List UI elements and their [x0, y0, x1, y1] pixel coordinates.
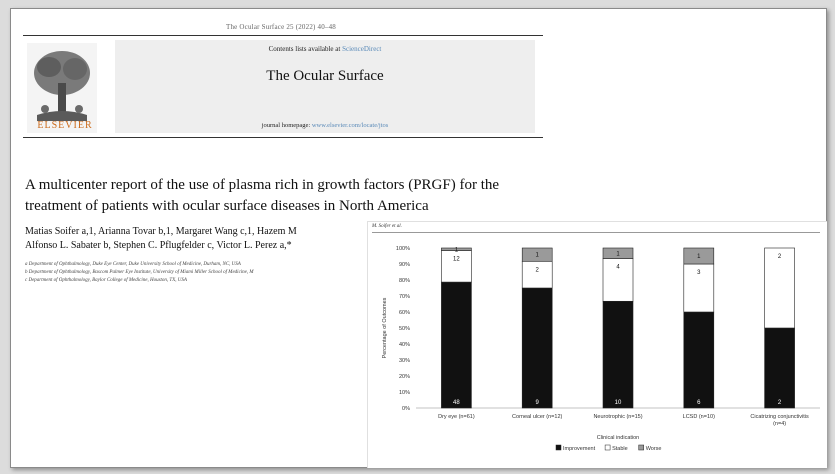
figure-header-rule — [372, 232, 820, 233]
y-tick-label: 40% — [399, 342, 410, 348]
legend-label: Worse — [646, 446, 662, 452]
homepage-link[interactable]: www.elsevier.com/locate/jtos — [311, 122, 389, 129]
affiliations: a Department of Ophthalmology, Duke Eye … — [25, 261, 385, 285]
journal-banner: Contents lists available at ScienceDirec… — [115, 40, 535, 133]
y-tick-label: 0% — [402, 406, 410, 412]
bar-stable — [764, 247, 795, 329]
bar-data-label: 1 — [697, 254, 701, 260]
homepage-prefix: journal homepage: — [261, 122, 312, 129]
legend-swatch — [604, 444, 611, 451]
x-axis-label: Clinical indication — [597, 435, 640, 441]
banner-top-rule — [23, 35, 543, 36]
bar-improvement — [441, 281, 472, 409]
bar-stable — [683, 263, 715, 313]
bar-data-label: 9 — [536, 400, 540, 406]
journal-title: The Ocular Surface — [266, 68, 384, 84]
x-tick-label: Cicatrizing conjunctivitis — [750, 414, 809, 420]
authors-line-2: Alfonso L. Sabater b, Stephen C. Pflugfe… — [25, 240, 292, 251]
y-tick-label: 50% — [399, 326, 410, 332]
y-tick-label: 30% — [399, 358, 410, 364]
bar-worse — [683, 247, 715, 265]
homepage-line: journal homepage: www.elsevier.com/locat… — [115, 122, 535, 129]
x-tick-label: Corneal ulcer (n=12) — [512, 414, 562, 420]
y-tick-label: 80% — [399, 278, 410, 284]
elsevier-tree-logo — [27, 43, 97, 133]
figure-running-header: M. Soifer et al. — [372, 224, 402, 229]
bar-data-label: 12 — [453, 257, 460, 263]
screenshot-frame: The Ocular Surface 25 (2022) 40–48 ELSEV… — [10, 8, 827, 468]
authors-line-1: Matias Soifer a,1, Arianna Tovar b,1, Ma… — [25, 226, 297, 237]
figure-panel: M. Soifer et al. 0% 10% 20% 30% 40% 50% 60% 70%… — [367, 221, 827, 468]
legend-label: Improvement — [563, 446, 596, 452]
contents-line: Contents lists available at ScienceDirec… — [115, 45, 535, 53]
bar-stable — [521, 260, 553, 289]
bar-data-label: 1 — [536, 253, 540, 259]
journal-citation: The Ocular Surface 25 (2022) 40–48 — [225, 23, 337, 31]
paper-page: The Ocular Surface 25 (2022) 40–48 ELSEV… — [11, 9, 827, 468]
legend-label: Stable — [612, 446, 628, 452]
y-tick-label: 10% — [399, 390, 410, 396]
bar-data-label: 6 — [697, 400, 701, 406]
bar-data-label: 2 — [536, 267, 540, 273]
bar-worse — [441, 247, 472, 251]
y-tick-label: 70% — [399, 294, 410, 300]
affiliation-b: b Department of Ophthalmology, Bascom Pa… — [25, 270, 254, 275]
bar-data-label: 1 — [455, 247, 459, 253]
x-tick-label: Neurotrophic (n=15) — [593, 414, 642, 420]
y-axis-label: Percentage of Outcomes — [382, 297, 388, 358]
bar-data-label: 1 — [616, 251, 620, 257]
bar-stable — [441, 250, 472, 283]
x-tick-label: LCSD (n=10) — [683, 414, 715, 420]
bar-data-label: 4 — [616, 265, 620, 271]
bar-data-label: 2 — [778, 254, 782, 260]
bar-data-label: 48 — [453, 400, 460, 406]
legend-swatch — [555, 444, 562, 451]
x-tick-label: (n=4) — [773, 421, 786, 427]
bar-improvement — [764, 327, 795, 409]
bar-data-label: 2 — [778, 400, 782, 406]
bar-stable — [602, 258, 634, 302]
bar-improvement — [521, 287, 553, 409]
x-tick-label: Dry eye (n=61) — [438, 414, 475, 420]
affiliation-a: a Department of Ophthalmology, Duke Eye … — [25, 262, 241, 267]
bar-improvement — [683, 311, 715, 409]
bar-improvement — [602, 300, 634, 409]
banner-bottom-rule — [23, 137, 543, 138]
legend-swatch — [638, 444, 644, 451]
bar-data-label: 10 — [615, 400, 622, 406]
contents-prefix: Contents lists available at — [268, 45, 343, 53]
bar-worse — [602, 247, 634, 259]
bar-data-label: 3 — [697, 270, 701, 276]
author-list: Matias Soifer a,1, Arianna Tovar b,1, Ma… — [25, 225, 385, 253]
y-tick-label: 20% — [399, 374, 410, 380]
bar-worse — [521, 247, 553, 262]
y-tick-label: 60% — [399, 310, 410, 316]
affiliation-c: c Department of Ophthalmology, Baylor Co… — [25, 278, 187, 283]
publisher-name: ELSEVIER — [37, 120, 93, 131]
sciencedirect-link[interactable]: ScienceDirect — [342, 45, 382, 53]
y-tick-label: 100% — [396, 246, 410, 252]
paper-title: A multicenter report of the use of plasm… — [25, 177, 500, 214]
outcomes-stacked-bar-chart: 0% 10% 20% 30% 40% 50% 60% 70% 80% 90% 100% Percent… — [382, 246, 820, 452]
y-tick-label: 90% — [399, 262, 410, 268]
